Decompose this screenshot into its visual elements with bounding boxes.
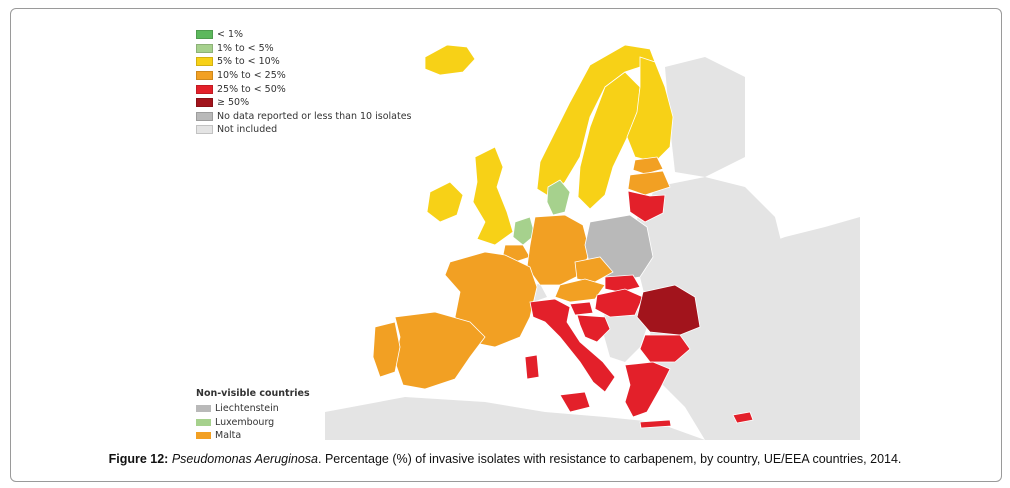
legend-label: ≥ 50%: [217, 97, 250, 109]
europe-map: [185, 17, 860, 440]
country-estonia: [632, 156, 664, 175]
non-visible-label: Malta: [215, 430, 242, 442]
country-czech-republic: [574, 256, 614, 283]
country-portugal: [372, 321, 401, 378]
legend-swatch: [196, 57, 213, 67]
country-latvia: [627, 170, 671, 196]
legend-label: 25% to < 50%: [217, 83, 286, 95]
land-north-africa: [325, 397, 705, 440]
country-romania: [636, 284, 701, 336]
legend-swatch: [196, 111, 213, 121]
non-visible-swatch: [196, 418, 211, 426]
legend-label: 1% to < 5%: [217, 42, 274, 54]
country-lithuania: [627, 190, 666, 223]
legend-item: < 1%: [196, 28, 412, 42]
legend-label: < 1%: [217, 29, 244, 41]
legend-item: 1% to < 5%: [196, 42, 412, 56]
land-balkans-other: [603, 305, 647, 362]
caption-text: . Percentage (%) of invasive isolates wi…: [318, 452, 902, 466]
country-slovenia: [569, 301, 594, 316]
legend-item: 5% to < 10%: [196, 55, 412, 69]
caption-species: Pseudomonas Aeruginosa: [171, 452, 318, 466]
country-austria: [554, 278, 606, 303]
country-croatia: [576, 314, 611, 343]
non-visible-swatch: [196, 405, 211, 413]
land-scandinavia-russia: [665, 57, 745, 177]
legend: < 1% 1% to < 5% 5% to < 10% 10% to < 25% 25%…: [196, 28, 412, 137]
country-sweden: [577, 71, 641, 210]
country-netherlands: [512, 216, 536, 246]
caption-label: Figure 12:: [108, 452, 169, 466]
legend-swatch: [196, 84, 213, 94]
country-bulgaria: [639, 334, 691, 363]
country-greece-crete: [639, 419, 672, 429]
country-italy-sardinia: [524, 354, 540, 380]
legend-item: 10% to < 25%: [196, 69, 412, 83]
legend-label: 5% to < 10%: [217, 56, 280, 68]
legend-label: No data reported or less than 10 isolate…: [217, 110, 412, 122]
country-cyprus: [732, 411, 754, 424]
legend-label: 10% to < 25%: [217, 70, 286, 82]
legend-item: Not included: [196, 123, 412, 137]
legend-swatch: [196, 98, 213, 108]
country-spain: [394, 311, 486, 390]
legend-swatch: [196, 30, 213, 40]
country-united-kingdom: [472, 146, 514, 246]
legend-item: No data reported or less than 10 isolate…: [196, 110, 412, 124]
non-visible-item: Luxembourg: [196, 416, 310, 430]
country-denmark: [546, 179, 571, 216]
country-germany: [526, 214, 591, 286]
country-greece: [624, 361, 671, 418]
non-visible-item: Malta: [196, 429, 310, 443]
country-slovakia: [604, 274, 641, 293]
legend-swatch: [196, 43, 213, 53]
country-iceland: [424, 44, 476, 76]
map-svg: [325, 17, 860, 440]
non-visible-label: Luxembourg: [215, 416, 275, 428]
non-visible-swatch: [196, 432, 211, 440]
legend-swatch: [196, 125, 213, 135]
legend-item: ≥ 50%: [196, 96, 412, 110]
non-visible-item: Liechtenstein: [196, 402, 310, 416]
country-norway: [536, 44, 656, 198]
country-ireland: [426, 181, 464, 223]
non-visible-label: Liechtenstein: [215, 403, 279, 415]
land-turkey: [665, 337, 860, 422]
non-visible-countries-legend: Non-visible countries Liechtenstein Luxem…: [196, 388, 310, 443]
figure-caption: Figure 12: Pseudomonas Aeruginosa. Perce…: [0, 452, 1010, 466]
legend-item: 25% to < 50%: [196, 82, 412, 96]
country-italy-sicily: [559, 391, 591, 413]
country-italy: [529, 298, 616, 393]
legend-swatch: [196, 71, 213, 81]
legend-label: Not included: [217, 124, 278, 136]
country-hungary: [594, 288, 644, 318]
non-visible-title: Non-visible countries: [196, 388, 310, 399]
